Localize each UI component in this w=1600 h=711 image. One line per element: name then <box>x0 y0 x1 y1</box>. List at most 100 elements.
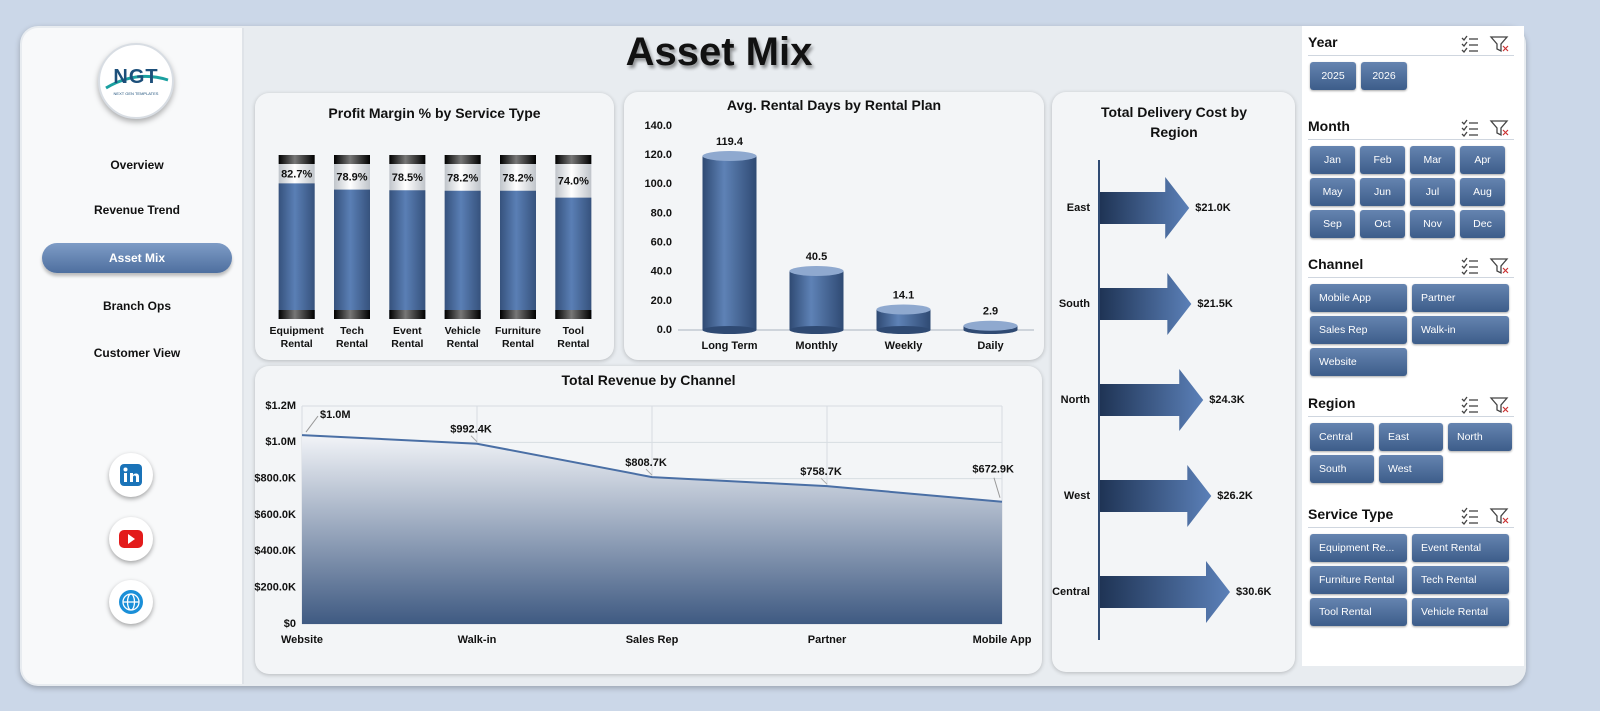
slicer-button[interactable]: Vehicle Rental <box>1412 598 1509 626</box>
slicer-button[interactable]: South <box>1310 455 1374 483</box>
y-tick-label: North <box>1061 394 1091 406</box>
slicer-button[interactable]: North <box>1448 423 1512 451</box>
bar-cap <box>500 310 536 319</box>
nav-item[interactable]: Overview <box>110 158 164 172</box>
area <box>302 435 1002 624</box>
data-label: $992.4K <box>450 424 492 436</box>
slicer-header: Year <box>1308 32 1514 56</box>
slicer-icons <box>1461 396 1509 414</box>
bar <box>1100 561 1230 623</box>
logo-text: NGT <box>113 66 159 88</box>
x-tick-label: Furniture Rental <box>494 325 542 350</box>
slicer-button[interactable]: Sep <box>1310 210 1355 238</box>
slicer-button[interactable]: Nov <box>1410 210 1455 238</box>
slicer-button[interactable]: Aug <box>1460 178 1505 206</box>
bar-top <box>702 151 757 162</box>
x-tick-label: Tech Rental <box>335 325 369 350</box>
x-tick-label: Walk-in <box>458 634 497 646</box>
slicer-icons <box>1461 35 1509 53</box>
bar <box>555 197 592 319</box>
slicer-button[interactable]: Partner <box>1412 284 1509 312</box>
y-tick-label: South <box>1059 298 1090 310</box>
chart: $0 $200.0K $400.0K $600.0K $800.0K $1.0M $1.2M… <box>254 400 1031 646</box>
bar-top <box>963 320 1018 331</box>
slicer-button[interactable]: Sales Rep <box>1310 316 1407 344</box>
slicer-button[interactable]: Tech Rental <box>1412 566 1509 594</box>
chart-title: Avg. Rental Days by Rental Plan <box>726 97 942 113</box>
bar-cap <box>278 310 315 319</box>
slicer-header: Month <box>1308 116 1514 140</box>
x-tick-label: Equipment Rental <box>269 325 324 350</box>
bar <box>876 309 931 330</box>
slicer-button[interactable]: Walk-in <box>1412 316 1509 344</box>
slicer-button[interactable]: Tool Rental <box>1310 598 1407 626</box>
chart-title: Total Revenue by Channel <box>561 372 736 388</box>
y-tick-label: $800.0K <box>254 473 296 485</box>
line <box>301 434 1003 503</box>
web-icon[interactable] <box>109 580 153 624</box>
slicer-button[interactable]: Mar <box>1410 146 1455 174</box>
slicer-button[interactable]: Jul <box>1410 178 1455 206</box>
nav-item[interactable]: Branch Ops <box>102 299 171 313</box>
data-label: $21.0K <box>1195 202 1231 214</box>
nav-item[interactable]: Revenue Trend <box>93 203 181 217</box>
slicer-button[interactable]: Website <box>1310 348 1407 376</box>
slicer-title: Region <box>1308 395 1356 411</box>
chart: 82.7% 78.9% 78.5% 78.2% 78.2% 74.0% <box>278 155 592 319</box>
slicer-button[interactable]: East <box>1379 423 1443 451</box>
slicer-icons <box>1461 507 1509 525</box>
leader-line <box>993 477 1001 498</box>
leader-line <box>305 415 319 433</box>
slicer-header: Service Type <box>1308 504 1514 528</box>
data-label: 14.1 <box>893 289 914 301</box>
y-tick-label: 100.0 <box>644 178 672 190</box>
x-tick-label: Monthly <box>795 340 838 352</box>
slicer-button[interactable]: Oct <box>1360 210 1405 238</box>
nav-item[interactable]: Asset Mix <box>42 243 232 273</box>
x-tick-label: Website <box>281 634 323 646</box>
slicer-header: Region <box>1308 393 1514 417</box>
youtube-glyph <box>119 530 143 548</box>
slicer-button[interactable]: Furniture Rental <box>1310 566 1407 594</box>
data-label: $808.7K <box>625 457 667 469</box>
slicer-button[interactable]: Equipment Re... <box>1310 534 1407 562</box>
data-label: $758.7K <box>800 466 842 478</box>
slicer-button[interactable]: Event Rental <box>1412 534 1509 562</box>
slicer-title: Month <box>1308 118 1350 134</box>
slicer-panel: Year 2025 2026 Month Jan Feb Mar Apr May Jun Jul Au… <box>1302 26 1524 666</box>
data-label: $26.2K <box>1217 490 1253 502</box>
bar-top <box>876 304 931 315</box>
slicer-button[interactable]: Jan <box>1310 146 1355 174</box>
chart-panel: Avg. Rental Days by Rental Plan 0.0 20.0 4… <box>624 92 1044 360</box>
bar <box>278 183 315 319</box>
slicer-button[interactable]: 2026 <box>1361 62 1407 90</box>
slicer-button[interactable]: West <box>1379 455 1443 483</box>
bar-cap <box>334 310 370 319</box>
x-tick-label: Weekly <box>885 340 924 352</box>
chart: 0.0 20.0 40.0 60.0 80.0 100.0 120.0 140.0 119.4 L… <box>644 120 1034 352</box>
slicer-button[interactable]: May <box>1310 178 1355 206</box>
bar-cap <box>500 155 536 164</box>
nav-panel: NGT NEXT GEN TEMPLATES Overview Revenue T… <box>22 28 244 684</box>
slicer-header: Channel <box>1308 254 1514 278</box>
slicer-button[interactable]: Dec <box>1460 210 1505 238</box>
bar <box>1100 177 1190 239</box>
slicer-button[interactable]: Mobile App <box>1310 284 1407 312</box>
y-tick-label: $0 <box>284 618 296 630</box>
slicer-button[interactable]: Apr <box>1460 146 1505 174</box>
youtube-icon[interactable] <box>109 517 153 561</box>
linkedin-glyph <box>120 464 142 486</box>
slicer-title: Year <box>1308 34 1338 50</box>
slicer-button[interactable]: Jun <box>1360 178 1405 206</box>
chart-panel: Profit Margin % by Service Type 82.7% 78.… <box>255 93 614 360</box>
y-tick-label: $1.0M <box>265 436 296 448</box>
nav-item[interactable]: Customer View <box>93 346 181 360</box>
slicer-button[interactable]: Central <box>1310 423 1374 451</box>
slicer-button[interactable]: 2025 <box>1310 62 1356 90</box>
data-label: $21.5K <box>1197 298 1233 310</box>
linkedin-icon[interactable] <box>109 453 153 497</box>
bar <box>789 270 844 330</box>
data-label: 2.9 <box>983 306 998 318</box>
slicer-button[interactable]: Feb <box>1360 146 1405 174</box>
